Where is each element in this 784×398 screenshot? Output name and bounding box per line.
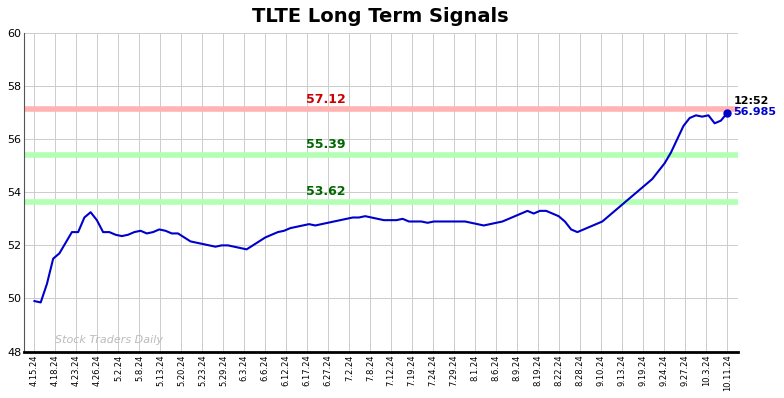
Text: 12:52: 12:52 bbox=[733, 96, 769, 106]
Text: 53.62: 53.62 bbox=[306, 185, 345, 198]
Text: Stock Traders Daily: Stock Traders Daily bbox=[56, 335, 163, 345]
Text: 55.39: 55.39 bbox=[306, 139, 345, 151]
Text: 56.985: 56.985 bbox=[733, 107, 776, 117]
Text: 57.12: 57.12 bbox=[306, 92, 345, 105]
Title: TLTE Long Term Signals: TLTE Long Term Signals bbox=[252, 7, 509, 26]
